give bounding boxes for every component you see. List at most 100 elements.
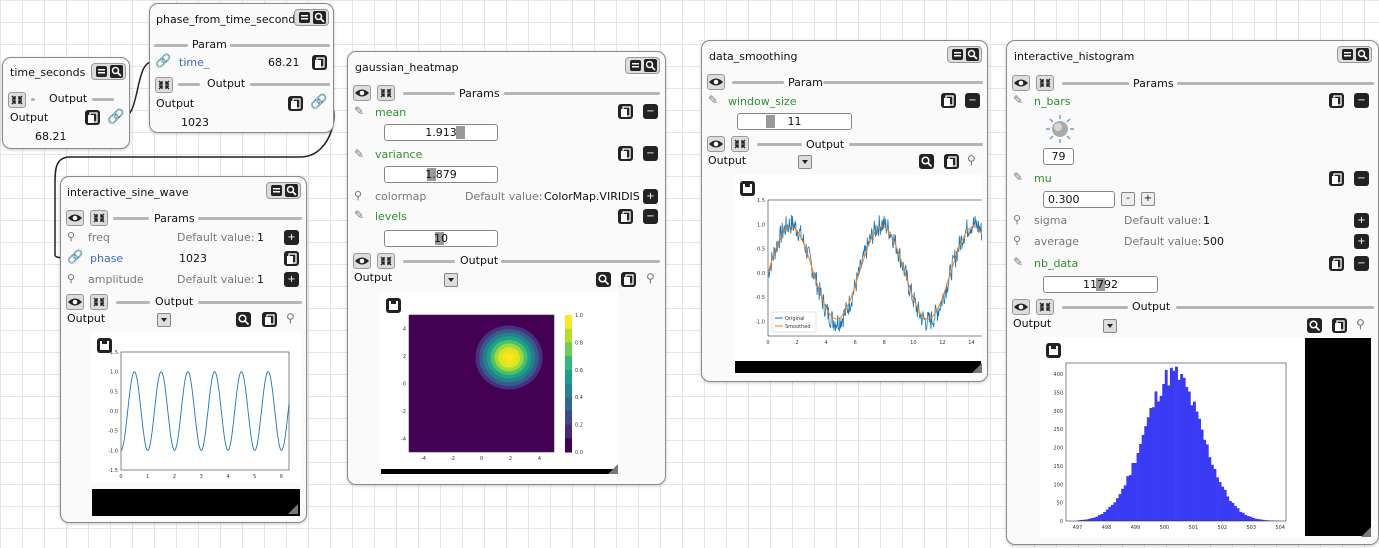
resize-handle[interactable] bbox=[288, 504, 298, 514]
header-buttons[interactable] bbox=[91, 63, 126, 80]
collapse-icon[interactable] bbox=[155, 77, 173, 93]
remove-param-button[interactable]: − bbox=[1354, 171, 1369, 186]
add-param-button[interactable]: + bbox=[1354, 213, 1369, 228]
remove-param-button[interactable]: − bbox=[643, 104, 658, 119]
doc-icon[interactable] bbox=[1341, 48, 1354, 61]
copy-icon[interactable] bbox=[618, 209, 633, 224]
doc-icon[interactable] bbox=[270, 184, 283, 197]
link-icon[interactable]: 🔗 bbox=[310, 94, 328, 110]
output-dropdown[interactable] bbox=[157, 313, 171, 327]
copy-icon[interactable] bbox=[262, 312, 277, 327]
node-phase-from-time-seconds[interactable]: phase_from_time_seconds Param 🔗 time_ 68… bbox=[149, 3, 334, 133]
add-param-button[interactable]: + bbox=[643, 189, 658, 204]
eye-icon[interactable] bbox=[66, 210, 84, 226]
add-param-button[interactable]: + bbox=[284, 272, 299, 287]
resize-handle[interactable] bbox=[1361, 527, 1371, 537]
header-buttons[interactable] bbox=[294, 9, 329, 26]
node-time-seconds[interactable]: time_seconds Output Output 🔗 68.21 bbox=[2, 57, 130, 149]
node-data-smoothing[interactable]: data_smoothing Param ✎ window_size − 11 … bbox=[701, 40, 988, 382]
zoom-icon[interactable] bbox=[644, 59, 657, 72]
decrement-button[interactable]: - bbox=[1121, 192, 1135, 206]
doc-icon[interactable] bbox=[95, 65, 108, 78]
collapse-icon[interactable] bbox=[377, 253, 395, 269]
save-icon[interactable] bbox=[386, 298, 401, 313]
n-bars-value[interactable]: 79 bbox=[1043, 148, 1074, 165]
collapse-icon[interactable] bbox=[377, 85, 395, 101]
save-icon[interactable] bbox=[740, 181, 755, 196]
remove-param-button[interactable]: − bbox=[643, 146, 658, 161]
zoom-icon[interactable] bbox=[1356, 48, 1369, 61]
copy-icon[interactable] bbox=[1332, 318, 1347, 333]
zoom-icon[interactable] bbox=[919, 154, 934, 169]
doc-icon[interactable] bbox=[951, 48, 964, 61]
remove-param-button[interactable]: − bbox=[1354, 93, 1369, 108]
header-buttons[interactable] bbox=[947, 46, 982, 63]
remove-param-button[interactable]: − bbox=[965, 93, 980, 108]
copy-icon[interactable] bbox=[1329, 256, 1344, 271]
output-dropdown[interactable] bbox=[1103, 319, 1117, 333]
copy-icon[interactable] bbox=[621, 272, 636, 287]
node-gaussian-heatmap[interactable]: gaussian_heatmap Params ✎ mean − 1.913 ✎… bbox=[347, 51, 666, 485]
eye-icon[interactable] bbox=[353, 253, 371, 269]
plug-off-icon[interactable]: ⚲ bbox=[1356, 317, 1365, 331]
copy-icon[interactable] bbox=[1329, 93, 1344, 108]
zoom-icon[interactable] bbox=[596, 272, 611, 287]
mean-slider[interactable]: 1.913 bbox=[384, 124, 498, 141]
zoom-icon[interactable] bbox=[1307, 318, 1322, 333]
collapse-icon[interactable] bbox=[1036, 299, 1054, 315]
link-icon[interactable]: 🔗 bbox=[107, 109, 125, 125]
resize-handle[interactable] bbox=[972, 363, 982, 373]
collapse-icon[interactable] bbox=[8, 92, 26, 108]
collapse-icon[interactable] bbox=[731, 136, 749, 152]
copy-icon[interactable] bbox=[1329, 171, 1344, 186]
eye-icon[interactable] bbox=[1012, 299, 1030, 315]
zoom-icon[interactable] bbox=[285, 184, 298, 197]
mu-input[interactable]: 0.300 bbox=[1043, 191, 1115, 208]
save-icon[interactable] bbox=[97, 338, 112, 353]
remove-param-button[interactable]: − bbox=[643, 209, 658, 224]
plug-off-icon[interactable]: ⚲ bbox=[646, 271, 655, 285]
eye-icon[interactable] bbox=[1012, 75, 1030, 91]
link-icon[interactable]: 🔗 bbox=[67, 250, 84, 265]
knob-icon[interactable] bbox=[1045, 114, 1075, 144]
plug-off-icon[interactable]: ⚲ bbox=[286, 311, 295, 325]
zoom-icon[interactable] bbox=[966, 48, 979, 61]
eye-icon[interactable] bbox=[66, 294, 84, 310]
variance-slider[interactable]: 1.879 bbox=[384, 166, 498, 183]
copy-icon[interactable] bbox=[288, 96, 303, 111]
doc-icon[interactable] bbox=[629, 59, 642, 72]
node-interactive-sine-wave[interactable]: interactive_sine_wave Params ⚲ freq Defa… bbox=[60, 176, 307, 523]
levels-slider[interactable]: 10 bbox=[384, 230, 498, 247]
copy-icon[interactable] bbox=[618, 146, 633, 161]
zoom-icon[interactable] bbox=[110, 65, 123, 78]
eye-icon[interactable] bbox=[353, 85, 371, 101]
copy-icon[interactable] bbox=[618, 104, 633, 119]
eye-icon[interactable] bbox=[707, 74, 725, 90]
collapse-icon[interactable] bbox=[90, 210, 108, 226]
copy-icon[interactable] bbox=[85, 110, 100, 125]
eye-icon[interactable] bbox=[707, 136, 725, 152]
plug-off-icon[interactable]: ⚲ bbox=[967, 153, 976, 167]
output-scroll-bar[interactable] bbox=[381, 469, 617, 474]
node-interactive-histogram[interactable]: interactive_histogram Params ✎ n_bars − … bbox=[1006, 40, 1379, 545]
zoom-icon[interactable] bbox=[313, 11, 326, 24]
add-param-button[interactable]: + bbox=[1354, 234, 1369, 249]
copy-icon[interactable] bbox=[941, 93, 956, 108]
zoom-icon[interactable] bbox=[236, 312, 251, 327]
header-buttons[interactable] bbox=[266, 182, 301, 199]
nb-data-slider[interactable]: 11792 bbox=[1043, 276, 1158, 293]
add-param-button[interactable]: + bbox=[284, 230, 299, 245]
doc-icon[interactable] bbox=[298, 11, 311, 24]
save-icon[interactable] bbox=[1046, 343, 1061, 358]
header-buttons[interactable] bbox=[625, 57, 660, 74]
link-icon[interactable]: 🔗 bbox=[155, 54, 172, 69]
collapse-icon[interactable] bbox=[1036, 75, 1054, 91]
copy-icon[interactable] bbox=[284, 251, 299, 266]
output-scroll-bar[interactable] bbox=[1305, 338, 1371, 536]
header-buttons[interactable] bbox=[1337, 46, 1372, 63]
output-dropdown[interactable] bbox=[798, 155, 812, 169]
output-dropdown[interactable] bbox=[444, 273, 458, 287]
increment-button[interactable]: + bbox=[1141, 192, 1155, 206]
copy-icon[interactable] bbox=[312, 55, 327, 70]
output-scroll-bar[interactable] bbox=[735, 361, 981, 373]
